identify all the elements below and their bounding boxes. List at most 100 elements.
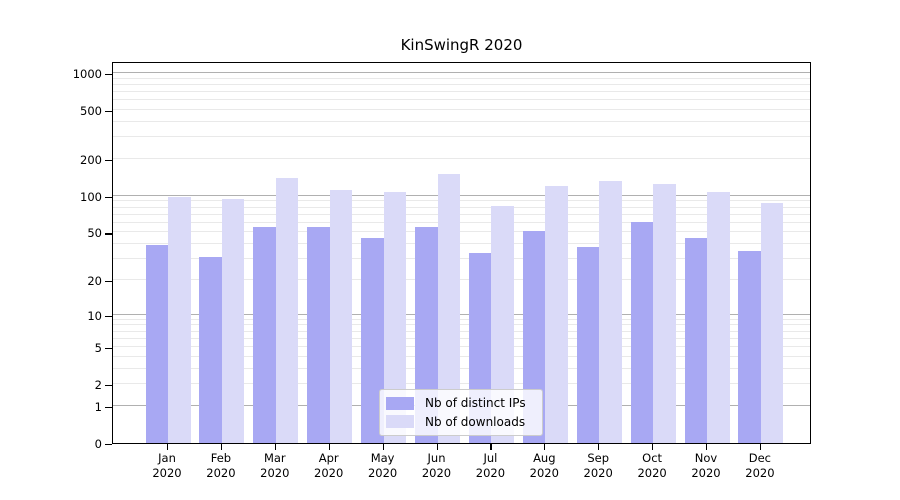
bar-distinct-ips-apr [307, 227, 330, 443]
x-tick-label-feb: Feb 2020 [206, 451, 236, 480]
y-tick-mark [105, 385, 112, 387]
bar-downloads-oct [653, 183, 676, 443]
x-tick-label-dec: Dec 2020 [745, 451, 775, 480]
gridline-minor [113, 318, 810, 320]
x-tick-mark [759, 444, 762, 450]
y-tick-mark [105, 348, 112, 350]
x-tick-label-apr: Apr 2020 [314, 451, 344, 480]
gridline-minor [113, 213, 810, 215]
legend-item: Nb of downloads [386, 415, 536, 429]
bar-downloads-sep [599, 181, 622, 443]
y-tick-mark [105, 444, 112, 446]
gridline-minor [113, 158, 810, 159]
y-tick-label: 5 [94, 341, 102, 355]
legend-item: Nb of distinct IPs [386, 396, 536, 410]
gridline-minor [113, 355, 810, 357]
gridline-minor [113, 136, 810, 138]
y-tick-label: 0 [94, 437, 102, 451]
bar-downloads-jul [491, 206, 514, 443]
bar-distinct-ips-feb [199, 257, 222, 443]
gridline-minor [113, 206, 810, 208]
gridline-minor [113, 258, 810, 260]
gridline-minor [113, 109, 810, 111]
bar-downloads-dec [760, 203, 784, 443]
x-tick-label-nov: Nov 2020 [691, 451, 721, 480]
y-tick-label: 500 [80, 104, 102, 119]
gridline-minor [113, 367, 810, 369]
x-tick-mark [706, 444, 708, 450]
bar-downloads-apr [329, 189, 353, 443]
legend-swatch-downloads [386, 415, 414, 429]
gridline-minor [113, 324, 810, 326]
gridline-minor [113, 383, 810, 385]
y-tick-label: 50 [87, 226, 102, 241]
x-tick-label-sep: Sep 2020 [583, 451, 613, 480]
bar-downloads-may [383, 191, 407, 443]
gridline-minor [113, 278, 810, 280]
bar-downloads-nov [707, 192, 730, 443]
y-tick-label: 2 [94, 378, 102, 393]
gridline-minor [113, 337, 810, 339]
gridline-minor [113, 121, 810, 122]
y-tick-mark [105, 233, 112, 235]
bar-downloads-feb [221, 199, 245, 443]
gridline-major [113, 194, 810, 196]
x-tick-label-mar: Mar 2020 [260, 451, 290, 480]
y-tick-mark [105, 111, 112, 113]
gridline-minor [113, 221, 810, 223]
bar-distinct-ips-oct [630, 222, 654, 443]
gridline-minor [113, 243, 810, 245]
bar-downloads-jun [437, 173, 460, 443]
gridline-minor [113, 200, 810, 202]
x-tick-label-oct: Oct 2020 [637, 451, 667, 480]
gridline-minor [113, 231, 810, 233]
bar-distinct-ips-jan [145, 245, 168, 443]
y-tick-mark [105, 280, 112, 283]
y-tick-mark [105, 406, 112, 409]
bar-distinct-ips-mar [253, 226, 276, 443]
x-tick-mark [167, 444, 169, 450]
bar-distinct-ips-dec [738, 251, 761, 443]
x-tick-mark [490, 444, 492, 450]
gridline-minor [113, 99, 810, 101]
x-tick-label-jun: Jun 2020 [421, 451, 452, 480]
legend-label: Nb of downloads [425, 414, 526, 429]
bar-distinct-ips-sep [576, 246, 600, 443]
x-tick-mark [544, 444, 546, 450]
y-tick-label: 1 [94, 399, 102, 414]
x-tick-label-jan: Jan 2020 [152, 451, 182, 480]
y-tick-label: 100 [80, 189, 102, 204]
x-tick-label-jul: Jul 2020 [475, 451, 506, 480]
y-tick-mark [105, 315, 112, 317]
legend: Nb of distinct IPs Nb of downloads [379, 389, 543, 436]
y-tick-label: 200 [80, 153, 102, 167]
x-tick-mark [274, 444, 276, 450]
x-tick-mark [328, 444, 330, 450]
y-tick-mark [105, 196, 112, 198]
x-tick-mark [652, 444, 654, 450]
legend-label: Nb of distinct IPs [425, 396, 526, 411]
y-tick-label: 1000 [72, 67, 102, 81]
plot-area [112, 62, 811, 444]
gridline-minor [113, 91, 810, 93]
x-tick-mark [436, 444, 438, 450]
bar-downloads-aug [545, 185, 568, 443]
chart-title: KinSwingR 2020 [400, 36, 523, 54]
gridline-major [113, 313, 810, 315]
gridline-minor [113, 77, 810, 79]
x-tick-label-may: May 2020 [367, 451, 398, 480]
y-tick-mark [105, 74, 112, 76]
y-tick-label: 10 [87, 308, 102, 323]
x-tick-mark [382, 444, 384, 450]
y-tick-label: 20 [87, 273, 102, 288]
gridline-minor [113, 83, 810, 85]
bar-distinct-ips-may [361, 237, 384, 443]
bar-downloads-mar [275, 177, 299, 443]
gridline-minor [113, 330, 810, 332]
y-tick-mark [105, 160, 112, 162]
gridline-minor [113, 346, 810, 347]
bar-downloads-jan [168, 196, 191, 443]
x-tick-label-aug: Aug 2020 [529, 451, 559, 480]
gridline-major [113, 72, 810, 73]
